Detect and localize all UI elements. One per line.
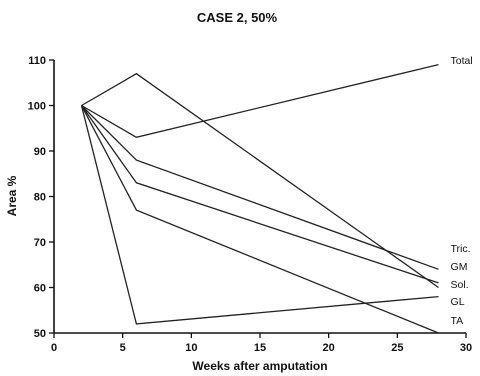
series-line-ta (80, 105, 439, 334)
series-label-tric: Tric. (451, 243, 471, 255)
series-label-gl: GL (451, 296, 465, 308)
x-tick-label-15: 15 (254, 342, 266, 354)
x-tick-label-5: 5 (120, 342, 126, 354)
y-tick-label-100: 100 (28, 101, 46, 113)
x-tick-label-30: 30 (460, 342, 472, 354)
y-axis-label: Area % (5, 175, 19, 216)
chart-title: CASE 2, 50% (197, 10, 278, 25)
x-ticks: 0 5 10 15 20 25 30 (51, 333, 472, 354)
series-label-total: Total (451, 55, 473, 67)
y-tick-label-90: 90 (34, 146, 46, 158)
series-line-tric (81, 72, 439, 289)
series-line-total (81, 63, 439, 138)
series-group (80, 63, 439, 334)
x-tick-label-25: 25 (391, 342, 403, 354)
x-axis-label: Weeks after amputation (192, 359, 327, 373)
series-line-gl (80, 105, 439, 325)
y-tick-label-80: 80 (34, 192, 46, 204)
plot-area: 0 5 10 15 20 25 30 50 60 70 80 90 100 110 Total Tric.… (28, 55, 473, 354)
series-label-ta: TA (451, 315, 464, 327)
y-tick-label-50: 50 (34, 328, 46, 340)
series-label-sol: Sol. (451, 279, 469, 291)
y-ticks: 50 60 70 80 90 100 110 (28, 55, 54, 340)
y-tick-label-70: 70 (34, 237, 46, 249)
y-tick-label-110: 110 (28, 55, 46, 67)
y-tick-label-60: 60 (34, 283, 46, 295)
x-tick-label-20: 20 (323, 342, 335, 354)
series-label-gm: GM (451, 261, 468, 273)
series-line-gm (81, 105, 439, 270)
x-tick-label-0: 0 (51, 342, 57, 354)
x-tick-label-10: 10 (185, 342, 197, 354)
series-labels: Total Tric. GM Sol. GL TA (451, 55, 473, 327)
series-line-sol (80, 105, 439, 284)
